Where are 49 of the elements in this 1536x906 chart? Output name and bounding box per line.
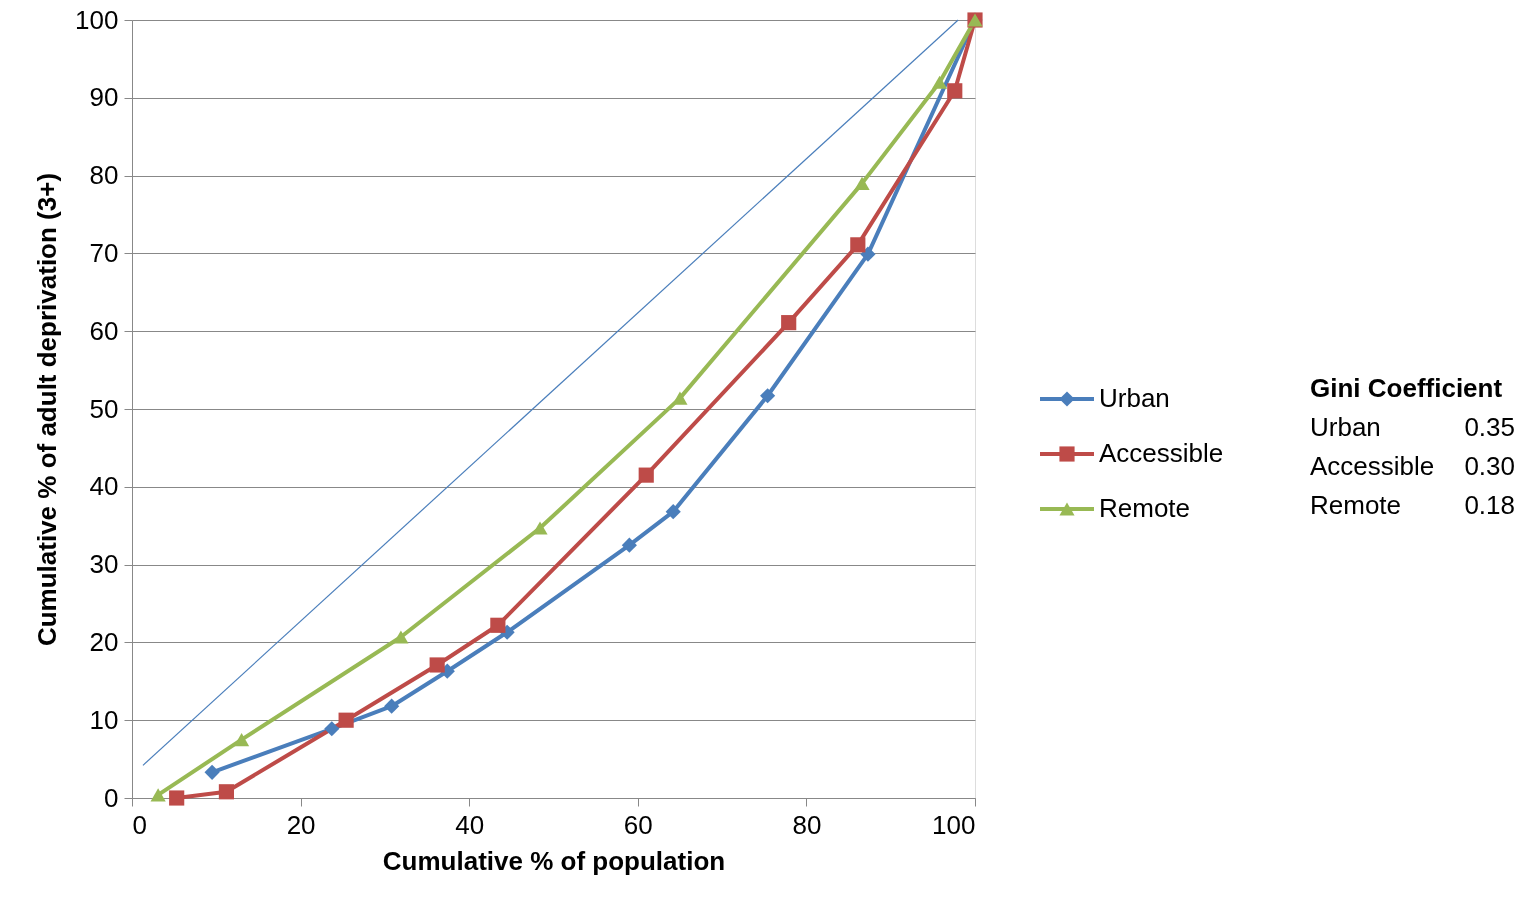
point [338, 712, 354, 728]
y-tick-label: 0 [104, 782, 119, 813]
point [393, 630, 409, 644]
point [234, 733, 250, 747]
y-tick-label: 50 [89, 393, 119, 424]
point [760, 388, 776, 404]
y-tick-label: 100 [75, 4, 119, 35]
point [532, 521, 548, 535]
x-tick-label: 0 [132, 809, 147, 840]
text: Urban 0.35 [1310, 412, 1515, 442]
point [781, 315, 797, 331]
point [384, 698, 400, 714]
x-tick-label: 20 [286, 809, 316, 840]
point [854, 176, 870, 190]
point [932, 75, 948, 89]
text: Remote 0.18 [1310, 490, 1515, 520]
x-axis-title: Cumulative % of population [382, 845, 726, 876]
point [429, 657, 445, 673]
x-tick-label: 100 [932, 809, 976, 840]
y-axis-title: Cumulative % of adult deprivation (3+) [32, 172, 63, 647]
point [638, 467, 654, 483]
x-tick-label: 60 [623, 809, 653, 840]
point [947, 83, 963, 99]
point [218, 784, 234, 800]
text: Accessible 0.30 [1310, 451, 1515, 481]
point [672, 391, 688, 405]
point [204, 764, 220, 780]
legend-label: Accessible [1099, 438, 1224, 468]
y-tick-label: 90 [89, 82, 119, 113]
point [490, 617, 506, 633]
y-tick-label: 30 [89, 549, 119, 580]
y-tick-label: 20 [89, 626, 119, 657]
y-tick-label: 10 [89, 704, 119, 735]
y-tick-label: 80 [89, 160, 119, 191]
point [860, 246, 876, 262]
point [150, 788, 166, 802]
point [850, 237, 866, 253]
y-tick-label: 60 [89, 315, 119, 346]
y-tick-label: 40 [89, 471, 119, 502]
point [665, 504, 681, 520]
x-tick-label: 80 [792, 809, 822, 840]
point [621, 537, 637, 553]
text: Gini Coefficient [1310, 373, 1503, 403]
y-tick-label: 70 [89, 237, 119, 268]
x-tick-label: 40 [455, 809, 485, 840]
point [169, 790, 185, 806]
point [324, 721, 340, 737]
legend-label: Urban [1099, 383, 1170, 413]
legend-label: Remote [1099, 493, 1191, 523]
